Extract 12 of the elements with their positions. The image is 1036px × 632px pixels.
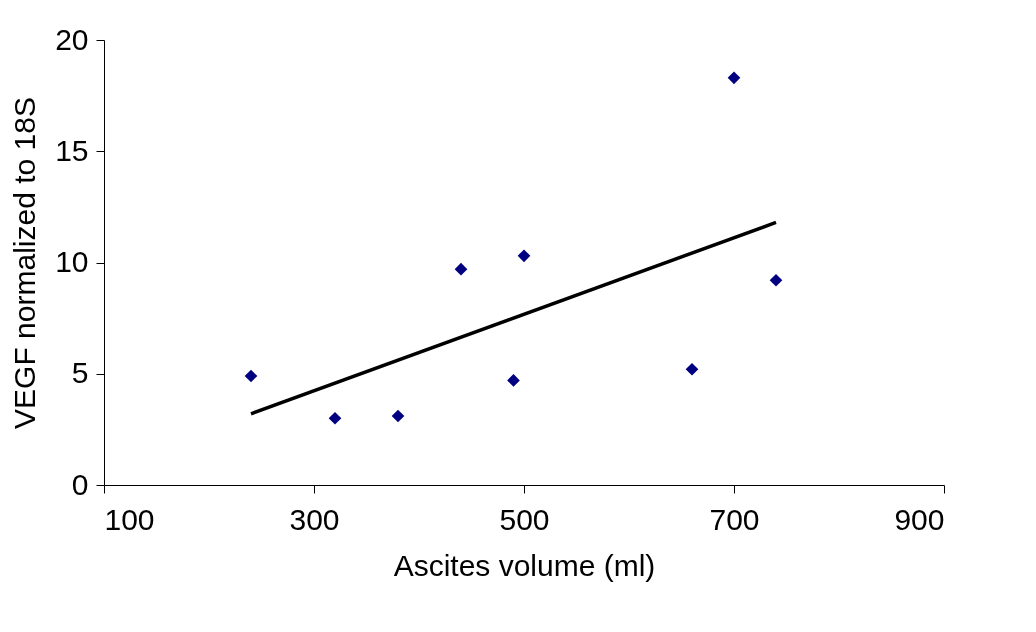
x-tick-label: 100	[104, 502, 155, 536]
x-axis-title: Ascites volume (ml)	[393, 548, 656, 582]
y-tick-label: 10	[55, 245, 89, 278]
y-axis-title: VEGF normalized to 18S	[8, 97, 42, 429]
x-tick-label: 300	[289, 502, 340, 536]
y-tick-label: 0	[71, 467, 89, 501]
x-tick-label: 500	[499, 502, 550, 536]
y-tick-label: 5	[71, 356, 89, 390]
y-tick-label: 15	[55, 133, 89, 167]
y-tick-label: 20	[55, 22, 89, 56]
x-tick-label: 700	[709, 502, 760, 536]
x-tick-label: 900	[894, 502, 945, 536]
